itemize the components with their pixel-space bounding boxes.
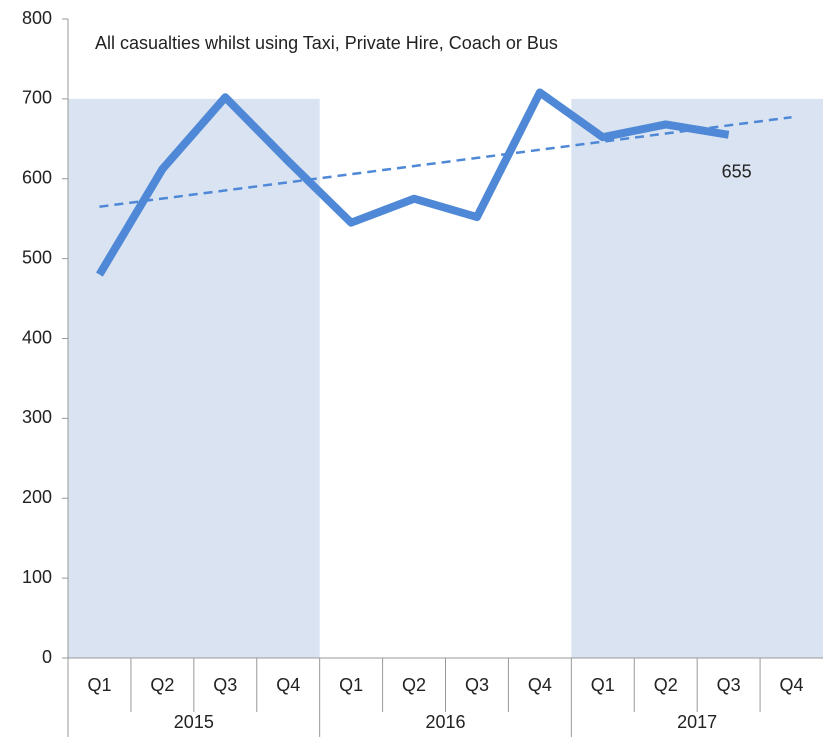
x-tick-label: Q4: [276, 675, 300, 695]
y-tick-label: 0: [42, 647, 52, 667]
x-tick-label: Q4: [528, 675, 552, 695]
y-tick-label: 300: [22, 407, 52, 427]
y-tick-label: 800: [22, 8, 52, 28]
group-label: 2016: [425, 712, 465, 732]
year-shading: [571, 98, 823, 658]
x-tick-label: Q3: [213, 675, 237, 695]
y-tick-label: 400: [22, 327, 52, 347]
y-tick-label: 500: [22, 247, 52, 267]
x-tick-label: Q1: [339, 675, 363, 695]
y-tick-label: 200: [22, 487, 52, 507]
x-tick-label: Q2: [654, 675, 678, 695]
group-label: 2017: [677, 712, 717, 732]
x-tick-label: Q1: [591, 675, 615, 695]
x-tick-label: Q3: [717, 675, 741, 695]
x-tick-label: Q2: [150, 675, 174, 695]
year-shading: [68, 98, 320, 658]
shading-layer: [68, 98, 823, 658]
group-label: 2015: [174, 712, 214, 732]
y-tick-label: 600: [22, 168, 52, 188]
data-label: 655: [722, 162, 752, 182]
series-line: [96, 88, 730, 277]
x-tick-label: Q2: [402, 675, 426, 695]
y-tick-label: 700: [22, 88, 52, 108]
trend-line: [99, 116, 792, 208]
chart-title: All casualties whilst using Taxi, Privat…: [95, 33, 558, 53]
x-tick-label: Q4: [780, 675, 804, 695]
x-tick-label: Q3: [465, 675, 489, 695]
x-tick-label: Q1: [87, 675, 111, 695]
y-tick-label: 100: [22, 567, 52, 587]
